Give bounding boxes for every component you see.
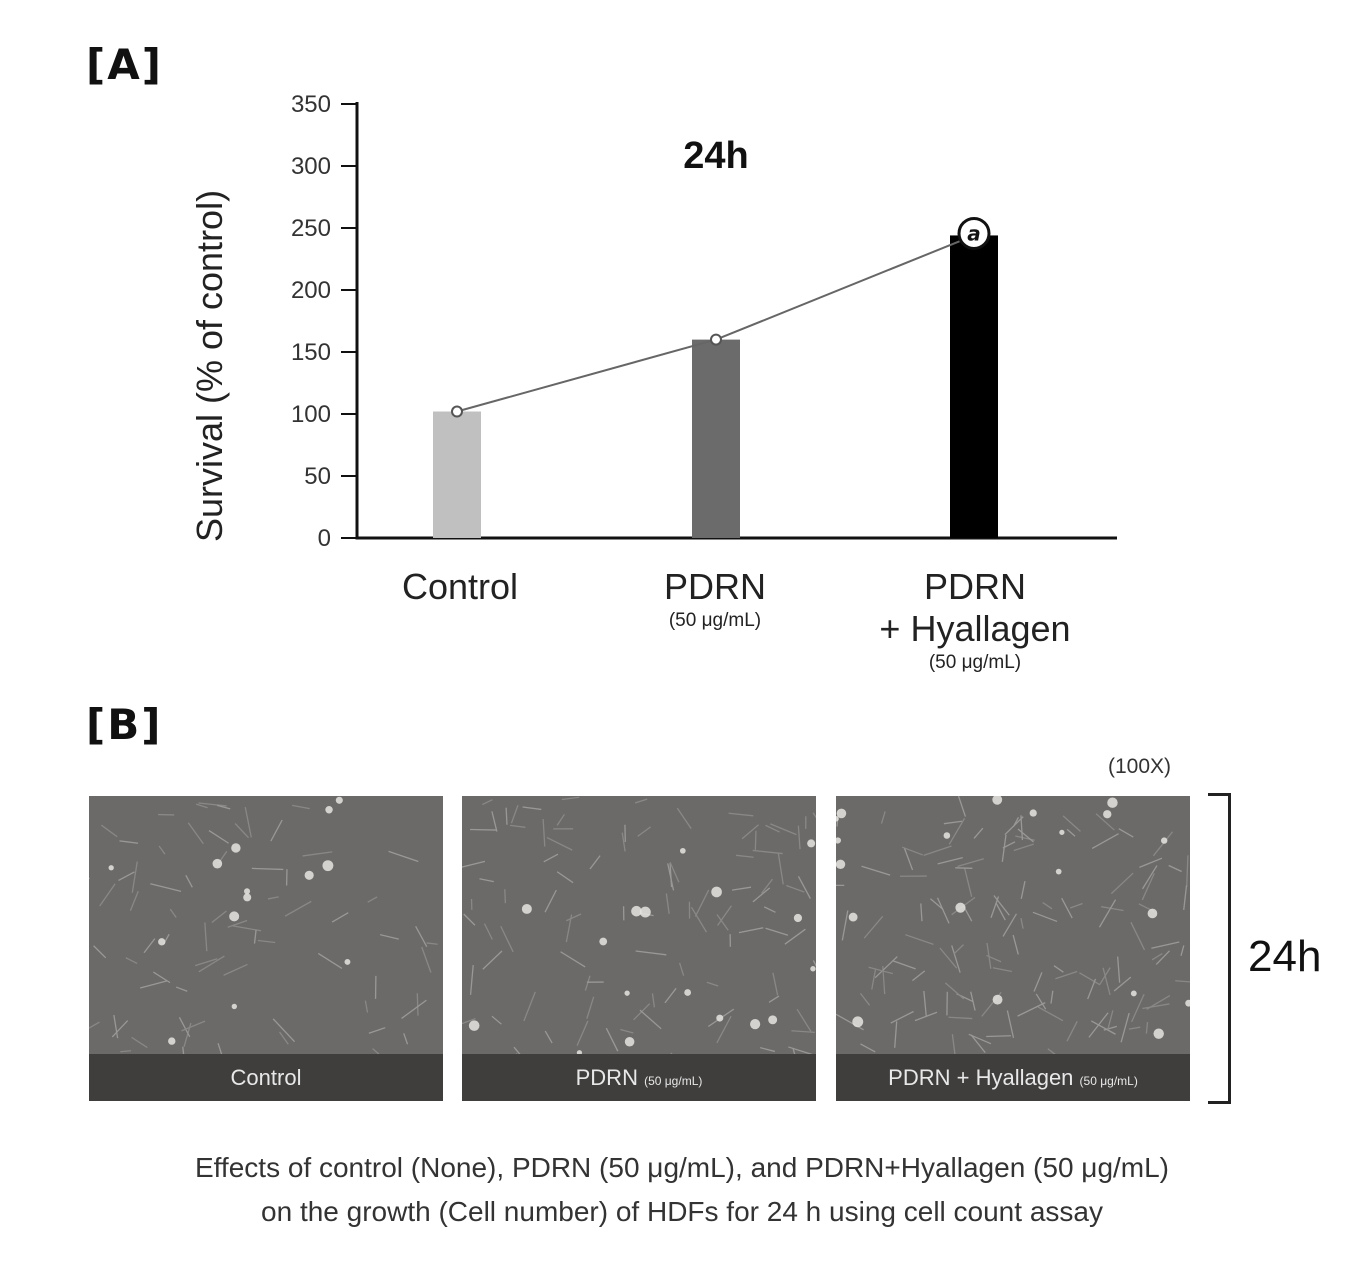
category-label-control: Control <box>360 566 560 608</box>
y-tick-label: 0 <box>318 525 331 552</box>
micrograph-label: PDRN <box>575 1065 638 1090</box>
category-label-pdrn: PDRN (50 μg/mL) <box>615 566 815 634</box>
chart-title: 24h <box>683 135 748 177</box>
panel-b-label: [B] <box>86 700 163 749</box>
micrograph-label-bar: PDRN (50 μg/mL) <box>462 1054 816 1101</box>
micrograph-pdrn-hyallagen: PDRN + Hyallagen (50 μg/mL) <box>836 796 1190 1101</box>
category-label-pdrn-hyallagen: PDRN + Hyallagen (50 μg/mL) <box>850 566 1100 676</box>
y-tick-label: 150 <box>291 339 331 366</box>
y-tick-label: 350 <box>291 91 331 118</box>
micrograph-sub: (50 μg/mL) <box>644 1074 703 1088</box>
category-main: PDRN <box>923 566 1026 607</box>
y-tick-label: 200 <box>291 277 331 304</box>
annotation-badge <box>957 216 991 250</box>
cell-texture <box>836 796 1190 1101</box>
caption-line-2: on the growth (Cell number) of HDFs for … <box>261 1196 1103 1227</box>
micrograph-label: PDRN + Hyallagen <box>888 1065 1074 1090</box>
bar-2 <box>950 235 998 538</box>
trend-point-1 <box>710 333 722 346</box>
panel-a-label: [A] <box>86 40 163 89</box>
time-label: 24h <box>1248 932 1322 981</box>
micrograph-label-bar: PDRN + Hyallagen (50 μg/mL) <box>836 1054 1190 1101</box>
micrograph-label-bar: Control <box>89 1054 443 1101</box>
y-tick-label: 50 <box>304 463 331 490</box>
category-sub: (50 μg/mL) <box>668 610 762 631</box>
micrograph-label: Control <box>230 1065 302 1090</box>
bar-1 <box>692 339 740 538</box>
trend-point-0 <box>451 405 463 418</box>
survival-bar-chart: 0 50 100 150 200 250 300 350 Survival (% of cont… <box>189 91 1117 552</box>
cell-texture <box>89 796 443 1101</box>
y-tick-label: 250 <box>291 215 331 242</box>
time-bracket <box>1208 793 1231 1104</box>
cell-texture <box>462 796 816 1101</box>
category-line2: + Hyallagen <box>879 608 1071 649</box>
annotation-text: a <box>967 221 981 245</box>
magnification-label: (100X) <box>1108 755 1172 778</box>
category-sub: (50 μg/mL) <box>928 652 1022 673</box>
y-axis-label: Survival (% of control) <box>189 190 230 542</box>
y-tick-label: 100 <box>291 401 331 428</box>
micrograph-control: Control <box>89 796 443 1101</box>
category-main: PDRN <box>663 566 766 607</box>
caption-line-1: Effects of control (None), PDRN (50 μg/m… <box>194 1152 1170 1183</box>
micrograph-sub: (50 μg/mL) <box>1079 1074 1138 1088</box>
bar-0 <box>433 411 481 538</box>
micrograph-pdrn: PDRN (50 μg/mL) <box>462 796 816 1101</box>
figure-caption: Effects of control (None), PDRN (50 μg/m… <box>60 1146 1304 1234</box>
category-main: Control <box>401 566 519 607</box>
y-tick-label: 300 <box>291 153 331 180</box>
